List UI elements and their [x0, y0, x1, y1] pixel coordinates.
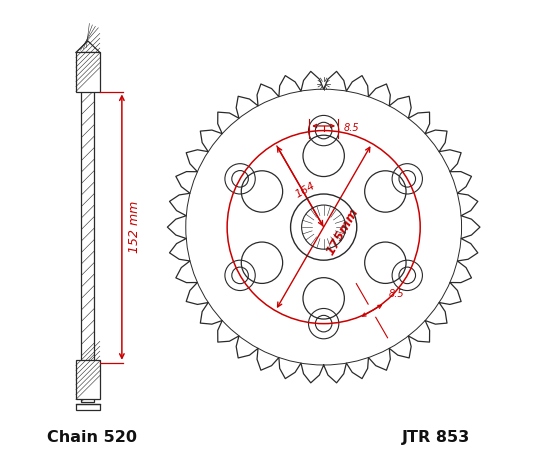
Bar	[76, 52, 100, 92]
Text: 152 mm: 152 mm	[128, 201, 141, 253]
Bar	[76, 360, 100, 400]
Bar	[76, 404, 100, 410]
Bar	[81, 52, 94, 402]
Text: 164: 164	[293, 180, 317, 199]
Text: JTR 853: JTR 853	[402, 431, 470, 446]
Text: 8.5: 8.5	[389, 289, 404, 299]
Text: 8.5: 8.5	[344, 123, 359, 133]
Text: 175mm: 175mm	[323, 206, 361, 257]
Text: Chain 520: Chain 520	[46, 431, 137, 446]
